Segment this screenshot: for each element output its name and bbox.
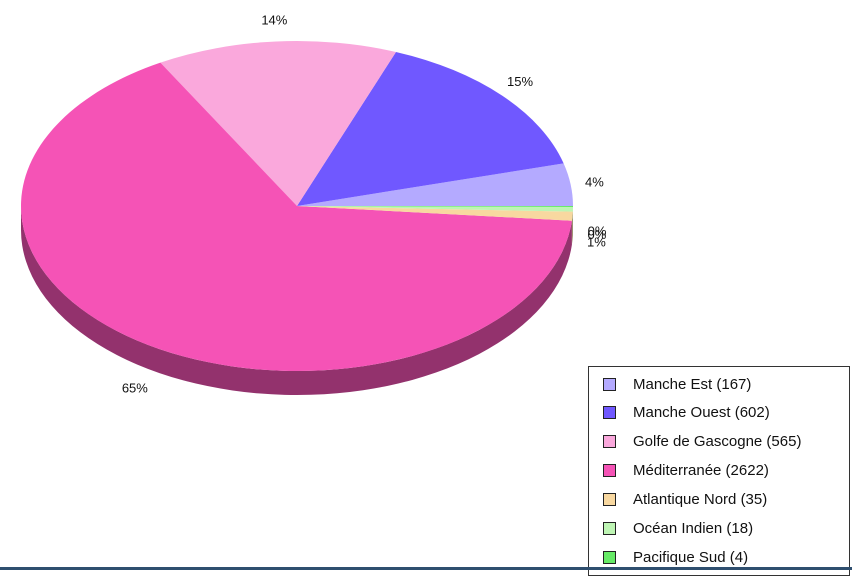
legend-swatch [603, 551, 616, 564]
percent-label-2: 14% [261, 13, 287, 28]
legend-label: Pacifique Sud (4) [633, 549, 748, 566]
legend-label: Golfe de Gascogne (565) [633, 433, 801, 450]
legend-swatch [603, 493, 616, 506]
percent-label-6: 0% [588, 224, 607, 239]
legend-swatch [603, 435, 616, 448]
legend-label: Atlantique Nord (35) [633, 491, 767, 508]
legend-label: Manche Est (167) [633, 376, 751, 393]
percent-label-1: 15% [507, 74, 533, 89]
legend-swatch [603, 406, 616, 419]
legend-item: Méditerranée (2622) [603, 460, 769, 480]
legend-item: Golfe de Gascogne (565) [603, 431, 801, 451]
legend-item: Océan Indien (18) [603, 518, 753, 538]
legend-swatch [603, 522, 616, 535]
legend-swatch [603, 464, 616, 477]
percent-label-3: 65% [122, 380, 148, 395]
legend: Manche Est (167) Manche Ouest (602) Golf… [588, 366, 850, 576]
legend-label: Manche Ouest (602) [633, 404, 770, 421]
legend-item: Manche Ouest (602) [603, 402, 770, 422]
legend-item: Manche Est (167) [603, 374, 751, 394]
legend-swatch [603, 378, 616, 391]
legend-item: Atlantique Nord (35) [603, 489, 767, 509]
percent-label-0: 4% [585, 175, 604, 190]
legend-label: Océan Indien (18) [633, 520, 753, 537]
legend-label: Méditerranée (2622) [633, 462, 769, 479]
legend-item: Pacifique Sud (4) [603, 547, 748, 567]
